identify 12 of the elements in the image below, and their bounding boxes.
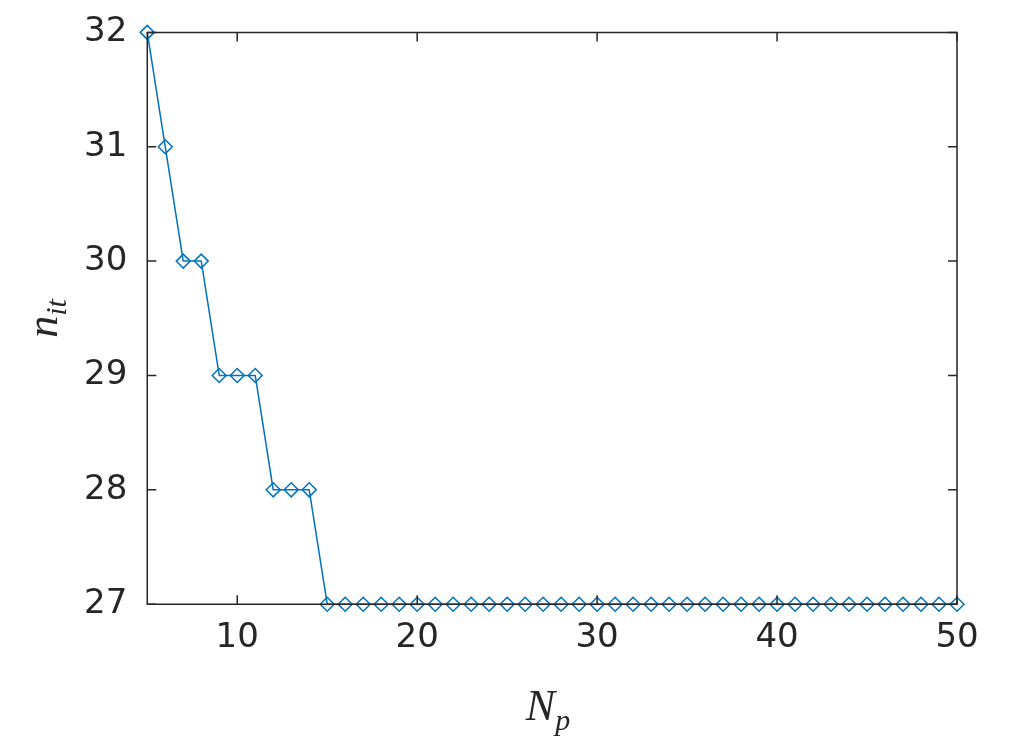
y-tick-label: 31: [84, 123, 128, 164]
x-tick-label: 50: [935, 615, 979, 656]
y-tick-label: 28: [84, 466, 128, 507]
x-axis-title: N$_{p}$: [524, 680, 572, 737]
x-tick-label: 40: [755, 615, 799, 656]
y-tick-label: 30: [84, 237, 128, 278]
x-tick-label: 20: [395, 615, 439, 656]
x-tick-label: 10: [215, 615, 259, 656]
y-tick-label: 27: [84, 581, 128, 622]
y-tick-label: 29: [84, 352, 128, 393]
y-tick-label: 32: [84, 9, 128, 50]
x-tick-label: 30: [575, 615, 619, 656]
